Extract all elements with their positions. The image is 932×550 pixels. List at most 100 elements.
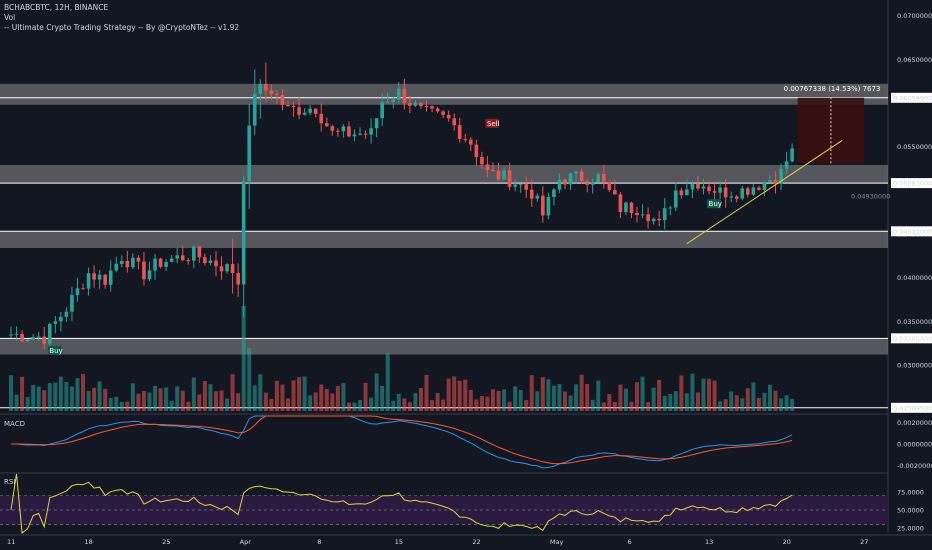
- candle-body: [762, 181, 767, 190]
- volume-bar: [707, 378, 712, 411]
- candle-body: [258, 83, 263, 95]
- candle-body: [507, 170, 512, 187]
- volume-bar: [81, 374, 86, 411]
- volume-bar: [607, 393, 612, 411]
- volume-bar: [734, 395, 739, 411]
- candle-body: [707, 186, 711, 192]
- macd-title: MACD: [4, 420, 25, 428]
- candle-body: [59, 316, 63, 322]
- candle-body: [618, 194, 623, 213]
- volume-bar: [92, 387, 97, 411]
- candle-body: [668, 207, 673, 209]
- signal-buy-label: Buy: [709, 200, 722, 208]
- volume-bar: [435, 392, 440, 411]
- candle-body: [723, 187, 728, 198]
- volume-bar: [141, 390, 146, 411]
- time-tick-label: 20: [783, 538, 791, 546]
- time-tick-label: 27: [860, 538, 868, 546]
- candle-body: [546, 197, 551, 216]
- volume-bar: [25, 397, 30, 411]
- volume-bar: [490, 389, 495, 411]
- candle-body: [518, 184, 523, 186]
- candle-body: [718, 187, 722, 193]
- volume-bar: [358, 400, 363, 411]
- volume-bar: [230, 374, 235, 411]
- signal-buy-tag: [707, 199, 722, 209]
- strategy-indicator-label[interactable]: -- Ultimate Crypto Trading Strategy -- B…: [4, 23, 240, 32]
- volume-bar: [130, 383, 135, 411]
- chart-header: BCHABCBTC, 12H, BINANCE Vol -- Ultimate …: [4, 3, 239, 33]
- volume-bar: [662, 395, 667, 411]
- volume-bar: [114, 396, 119, 411]
- candle-body: [629, 202, 634, 214]
- volume-bar: [612, 401, 617, 411]
- candle-body: [324, 123, 329, 127]
- candle-body: [31, 337, 35, 340]
- volume-bar: [540, 377, 545, 411]
- volume-bar: [9, 375, 13, 411]
- volume-bar: [64, 381, 69, 411]
- candle-body: [541, 195, 545, 216]
- symbol-title[interactable]: BCHABCBTC, 12H, BINANCE: [4, 3, 109, 12]
- volume-bar: [695, 392, 700, 411]
- volume-bar: [319, 384, 324, 411]
- candle-body: [75, 288, 80, 296]
- volume-bar: [590, 399, 595, 411]
- candle-body: [169, 258, 174, 262]
- rsi-tick-label: 50.0000: [897, 506, 924, 514]
- signal-buy-label: Buy: [49, 347, 62, 355]
- candle-body: [125, 260, 130, 268]
- volume-bar: [158, 388, 163, 411]
- volume-bar: [147, 392, 152, 411]
- volume-bar: [446, 378, 451, 411]
- candle-body: [696, 183, 700, 189]
- time-tick-label: 6: [627, 538, 631, 546]
- volume-bar: [119, 401, 124, 411]
- candle-body: [86, 273, 91, 289]
- candle-body: [524, 184, 529, 190]
- candle-body: [568, 173, 573, 185]
- candle-body: [286, 104, 290, 106]
- volume-bar: [668, 393, 673, 411]
- volume-indicator-label[interactable]: Vol: [4, 13, 16, 22]
- candle-body: [131, 257, 135, 268]
- candle-body: [496, 170, 501, 180]
- candle-body: [563, 179, 567, 185]
- volume-bar: [391, 400, 396, 411]
- candle-body: [302, 112, 307, 115]
- candle-body: [513, 184, 517, 187]
- volume-bar: [718, 401, 723, 411]
- candle-body: [25, 339, 30, 342]
- candle-body: [308, 108, 312, 113]
- volume-bar: [629, 401, 634, 411]
- candle-body: [136, 257, 141, 262]
- candle-body: [590, 182, 595, 185]
- time-tick-label: 13: [705, 538, 713, 546]
- volume-bar: [341, 383, 346, 411]
- zone-band-1: [0, 165, 888, 184]
- candle-body: [341, 126, 346, 132]
- volume-bar: [618, 384, 623, 411]
- volume-bar: [274, 380, 279, 411]
- candle-body: [463, 138, 468, 140]
- volume-bar: [518, 389, 523, 411]
- price-hidden-label: 0.04930000: [851, 192, 890, 200]
- signal-sell-tag: [485, 118, 499, 128]
- candle-body: [613, 190, 617, 195]
- candle-body: [596, 173, 601, 183]
- candle-body: [646, 214, 650, 222]
- candle-body: [352, 134, 357, 137]
- volume-bar: [646, 402, 651, 411]
- candle-body: [192, 246, 196, 261]
- candle-body: [751, 187, 756, 195]
- volume-bar: [729, 391, 734, 411]
- candle-body: [247, 125, 252, 182]
- volume-bar: [86, 391, 91, 411]
- candle-body: [313, 108, 318, 114]
- candle-body: [208, 260, 213, 264]
- candle-body: [408, 103, 412, 106]
